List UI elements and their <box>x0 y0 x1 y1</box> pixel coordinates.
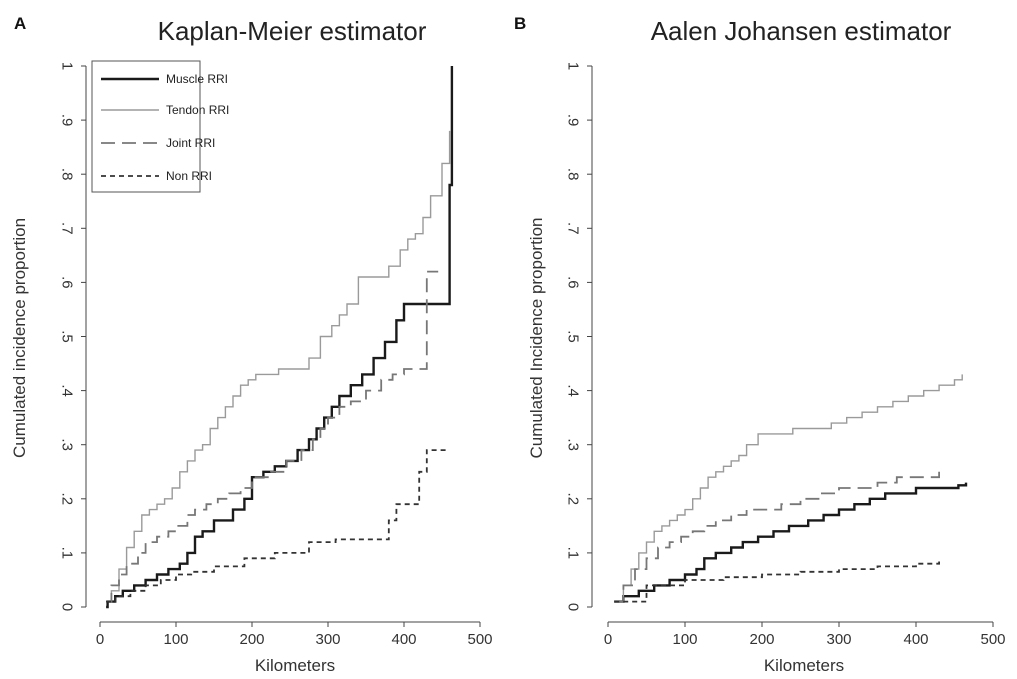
panel-b-series-tendon-rri <box>614 374 963 603</box>
panel-a-y-tick-label: .5 <box>59 330 76 343</box>
panel-a-y-tick-label: .9 <box>58 114 75 127</box>
panel-a-y-tick-label: 0 <box>59 603 76 611</box>
panel-a-plot: 0 .1 .2 .3 .4 .5 .6 .7 .8 .9 1 0 100 200 300 400 500 <box>58 62 492 648</box>
panel-a-y-tick-label: .6 <box>59 276 76 289</box>
panel-b: B Aalen Johansen estimator 0 .1 .2 .3 .4 .5 .6… <box>514 14 1006 675</box>
panel-b-title: Aalen Johansen estimator <box>651 16 952 46</box>
panel-a-title: Kaplan-Meier estimator <box>158 16 427 46</box>
panel-b-y-tick-label: .3 <box>565 438 582 451</box>
panel-b-y-tick-label: .1 <box>565 547 582 560</box>
legend-label-non: Non RRI <box>166 169 212 183</box>
legend-label-joint: Joint RRI <box>166 136 215 150</box>
panel-a-x-tick-label: 100 <box>163 631 188 648</box>
panel-b-letter: B <box>514 14 526 33</box>
legend-label-muscle: Muscle RRI <box>166 72 228 86</box>
panel-b-y-tick-label: 0 <box>565 603 582 611</box>
panel-a-x-tick-label: 400 <box>391 631 416 648</box>
panel-b-y-tick-label: .2 <box>565 493 582 506</box>
panel-a-series-non-rri <box>106 449 450 603</box>
panel-b-y-axis-label: Cumulated Incidence proportion <box>527 218 546 459</box>
panel-a-y-tick-label: 1 <box>59 62 76 70</box>
panel-a-x-tick-label: 300 <box>315 631 340 648</box>
panel-b-plot: 0 .1 .2 .3 .4 .5 .6 .7 .8 .9 1 0 100 200 300 400 500 <box>565 62 1006 648</box>
panel-a-letter: A <box>14 14 26 33</box>
panel-a-series-joint-rri <box>106 270 439 603</box>
legend-box <box>91 60 201 193</box>
panel-a-y-tick-label: .7 <box>59 222 76 235</box>
panel-a-x-tick-label: 200 <box>239 631 264 648</box>
panel-a: A Kaplan-Meier estimator 0 .1 .2 .3 .4 .5 .6 .7… <box>10 14 493 675</box>
panel-a-series-muscle-rri <box>106 66 454 609</box>
panel-b-x-tick-label: 200 <box>749 631 774 648</box>
panel-b-y-tick-label: .5 <box>565 330 582 343</box>
panel-a-y-tick-label: .8 <box>59 168 76 181</box>
panel-a-y-axis-label: Cumulated incidence proportion <box>10 218 29 458</box>
panel-b-x-tick-label: 0 <box>604 631 612 648</box>
panel-b-y-tick-label: .7 <box>565 222 582 235</box>
panel-b-y-tick-label: .9 <box>565 114 582 127</box>
legend: Muscle RRI Tendon RRI Joint RRI Non RRI <box>91 60 229 193</box>
panel-b-x-tick-label: 100 <box>672 631 697 648</box>
panel-b-x-axis-label: Kilometers <box>764 656 844 675</box>
panel-b-x-tick-label: 500 <box>980 631 1005 648</box>
legend-label-tendon: Tendon RRI <box>166 103 229 117</box>
panel-b-x-tick-label: 400 <box>903 631 928 648</box>
panel-a-x-tick-label: 500 <box>467 631 492 648</box>
panel-a-x-tick-label: 0 <box>96 631 104 648</box>
panel-a-series-tendon-rri <box>106 130 451 603</box>
panel-a-x-axis-label: Kilometers <box>255 656 335 675</box>
panel-a-y-tick-label: .1 <box>59 547 76 560</box>
panel-b-series-non-rri <box>614 561 940 603</box>
panel-a-y-tick-label: .3 <box>59 438 76 451</box>
panel-a-y-tick-label: .2 <box>59 493 76 506</box>
panel-b-series-muscle-rri <box>614 482 968 603</box>
panel-b-y-tick-label: .4 <box>565 384 582 397</box>
panel-a-y-tick-label: .4 <box>59 384 76 397</box>
panel-b-x-tick-label: 300 <box>826 631 851 648</box>
panel-b-series-joint-rri <box>614 471 940 603</box>
panel-b-y-tick-label: .8 <box>565 168 582 181</box>
panel-b-y-tick-label: 1 <box>565 62 582 70</box>
panel-b-y-tick-label: .6 <box>565 276 582 289</box>
